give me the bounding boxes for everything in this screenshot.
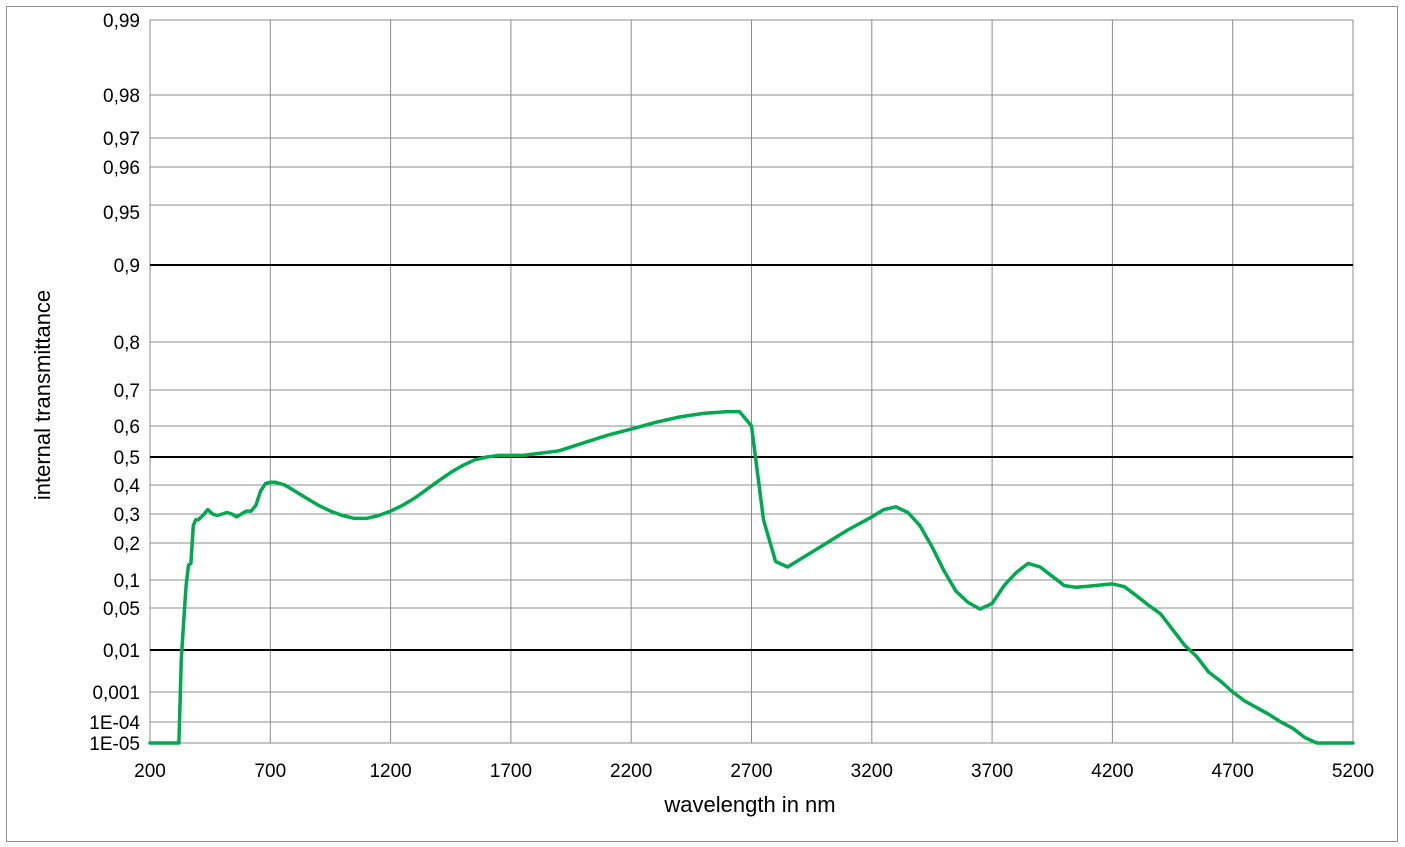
vertical-gridlines bbox=[149, 20, 1354, 743]
y-tick-label: 0,05 bbox=[103, 599, 140, 620]
series-layer bbox=[148, 409, 1355, 745]
y-tick-label: 0,97 bbox=[103, 129, 140, 150]
x-tick-label: 700 bbox=[254, 761, 286, 782]
y-tick-labels: 0,99 0,98 0,97 0,96 0,95 0,9 0,8 0,7 0,6 0,5 0,4 0,… bbox=[89, 11, 140, 755]
y-tick-label: 0,96 bbox=[103, 158, 140, 179]
x-tick-label: 3700 bbox=[971, 761, 1013, 782]
y-tick-label: 0,2 bbox=[114, 534, 140, 555]
y-tick-label: 0,001 bbox=[92, 683, 140, 704]
y-tick-label: 1E-04 bbox=[89, 713, 140, 734]
y-axis-title: internal transmittance bbox=[30, 290, 55, 500]
y-tick-label: 1E-05 bbox=[89, 734, 140, 755]
x-tick-label: 4200 bbox=[1091, 761, 1133, 782]
x-axis-title: wavelength in nm bbox=[663, 792, 835, 817]
x-tick-label: 1200 bbox=[369, 761, 411, 782]
x-tick-label: 4700 bbox=[1212, 761, 1254, 782]
y-tick-label: 0,9 bbox=[114, 256, 140, 277]
x-tick-label: 200 bbox=[134, 761, 166, 782]
y-tick-label: 0,5 bbox=[114, 448, 140, 469]
transmittance-series-line bbox=[148, 409, 1355, 745]
x-tick-label: 5200 bbox=[1332, 761, 1374, 782]
y-tick-label: 0,7 bbox=[114, 381, 140, 402]
x-tick-label: 1700 bbox=[490, 761, 532, 782]
y-tick-label: 0,01 bbox=[103, 641, 140, 662]
x-tick-label: 3200 bbox=[851, 761, 893, 782]
y-tick-label: 0,99 bbox=[103, 11, 140, 32]
y-tick-label: 0,95 bbox=[103, 203, 140, 224]
x-tick-label: 2200 bbox=[610, 761, 652, 782]
chart-area bbox=[6, 6, 1398, 842]
y-tick-label: 0,6 bbox=[114, 417, 140, 438]
y-tick-label: 0,8 bbox=[114, 333, 140, 354]
y-tick-label: 0,1 bbox=[114, 571, 140, 592]
y-tick-label: 0,4 bbox=[114, 476, 141, 497]
x-tick-labels: 200 700 1200 1700 2200 2700 3200 3700 4200 4700 52… bbox=[134, 761, 1374, 782]
y-tick-label: 0,98 bbox=[103, 86, 140, 107]
x-tick-label: 2700 bbox=[730, 761, 772, 782]
y-tick-label: 0,3 bbox=[114, 505, 140, 526]
